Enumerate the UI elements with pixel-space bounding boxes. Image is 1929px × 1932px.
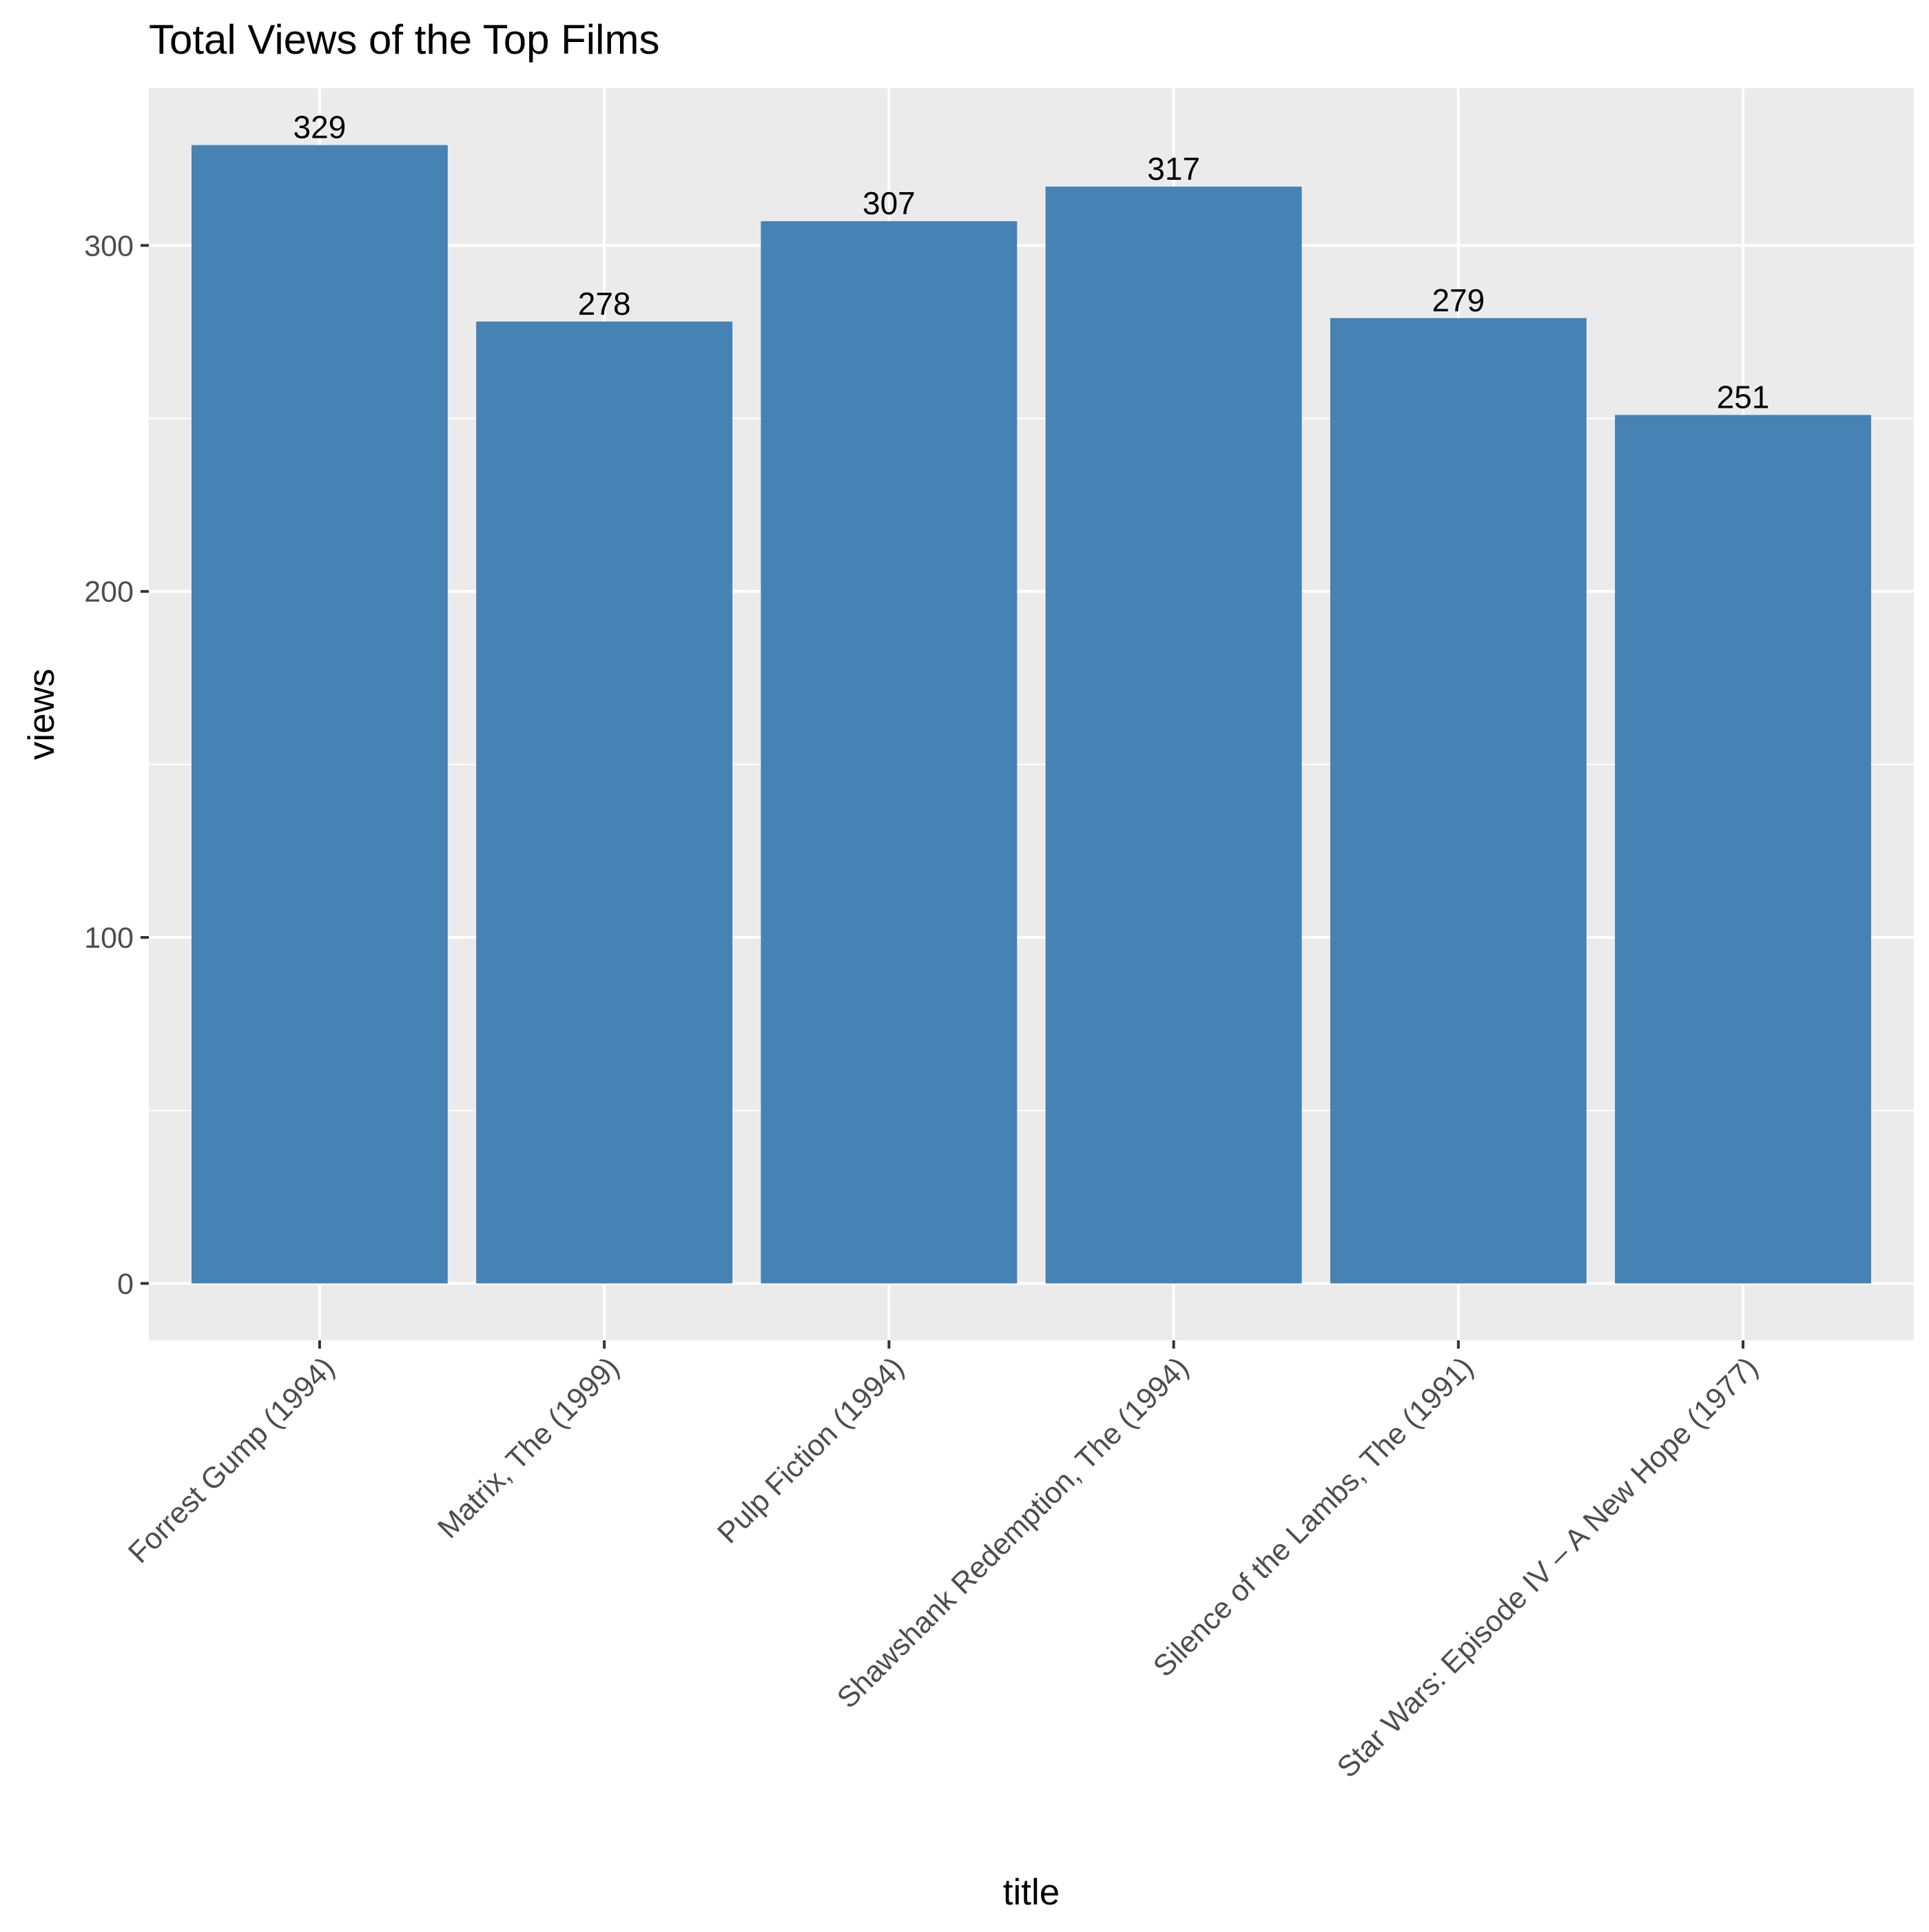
data-label: 278 [578,286,631,322]
y-axis-title: views [21,669,62,760]
bar [1330,318,1587,1284]
data-label: 251 [1717,379,1770,415]
bar [1615,415,1872,1284]
bar [191,145,448,1284]
bar [761,221,1018,1284]
data-label: 329 [293,110,347,145]
y-axis: 0 100 200 300 [84,229,149,1300]
y-tick-label: 100 [84,922,134,955]
data-labels: 329 278 307 317 279 251 [293,110,1770,415]
data-label: 307 [863,185,916,221]
x-axis-title: title [1003,1872,1060,1913]
y-tick-label: 300 [84,229,134,262]
x-tick-label: Shawshank Redemption, The (1994) [831,1351,1195,1715]
x-tick-label: Pulp Fiction (1994) [711,1351,910,1550]
chart-title: Total Views of the Top Films [149,17,659,63]
bar [1045,186,1302,1284]
data-label: 317 [1147,151,1200,187]
data-label: 279 [1432,282,1485,318]
bars [191,145,1872,1284]
x-tick-label: Matrix, The (1999) [431,1351,626,1545]
y-tick-label: 0 [117,1267,134,1300]
y-tick-label: 200 [84,576,134,609]
bar [476,321,733,1284]
x-tick-label: Forrest Gump (1994) [122,1351,341,1570]
x-axis: Forrest Gump (1994) Matrix, The (1999) Pul… [122,1340,1764,1785]
x-tick-label: Silence of the Lambs, The (1991) [1147,1351,1480,1683]
